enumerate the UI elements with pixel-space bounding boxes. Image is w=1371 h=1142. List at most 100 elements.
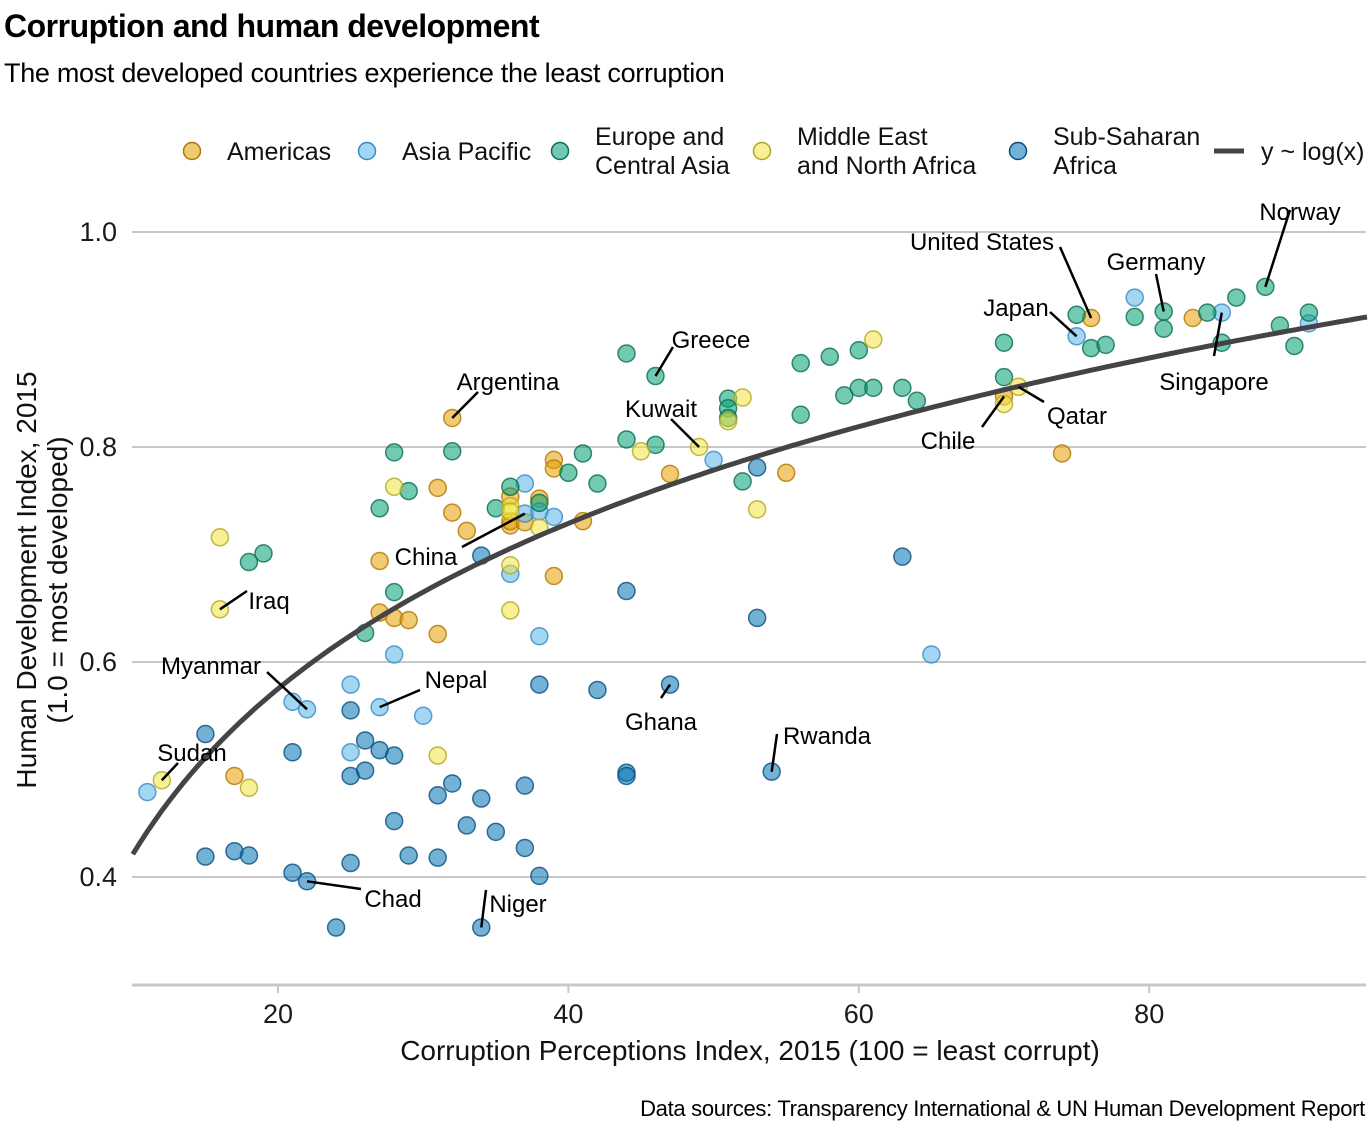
x-tick-label: 40 bbox=[553, 999, 583, 1029]
x-tick-label: 60 bbox=[844, 999, 874, 1029]
x-tick-label: 20 bbox=[263, 999, 293, 1029]
data-point-europe bbox=[1125, 307, 1144, 327]
annotation-label: Germany bbox=[1107, 249, 1206, 276]
data-point-europe bbox=[573, 444, 593, 463]
data-point-americas bbox=[225, 766, 244, 786]
y-axis-title-line: (1.0 = most developed) bbox=[42, 436, 73, 723]
data-point-europe bbox=[442, 442, 462, 461]
data-point-africa bbox=[747, 608, 767, 628]
data-point-africa bbox=[442, 774, 462, 793]
data-point-mena bbox=[733, 388, 752, 407]
data-point-europe bbox=[835, 386, 854, 405]
annotation-leader bbox=[306, 880, 362, 891]
data-point-europe bbox=[791, 353, 810, 373]
y-axis-title: Human Development Index, 2015(1.0 = most… bbox=[11, 371, 73, 788]
data-point-africa bbox=[617, 581, 636, 601]
annotation-leader bbox=[1212, 312, 1224, 357]
data-point-europe bbox=[1198, 303, 1217, 322]
data-point-africa bbox=[341, 853, 360, 873]
data-source-note: Data sources: Transparency International… bbox=[640, 1096, 1365, 1121]
data-point-africa bbox=[239, 846, 259, 865]
annotation-label: Chile bbox=[921, 428, 976, 455]
data-point-africa bbox=[283, 863, 302, 882]
annotation-label: Ghana bbox=[625, 709, 698, 736]
data-point-americas bbox=[428, 478, 447, 498]
data-point-africa bbox=[355, 731, 375, 750]
y-tick-label: 0.6 bbox=[79, 647, 117, 677]
data-point-americas bbox=[370, 551, 389, 571]
data-point-europe bbox=[994, 367, 1014, 387]
annotation-label: Nepal bbox=[425, 667, 488, 694]
legend-label-line: and North Africa bbox=[797, 152, 976, 180]
data-point-asia bbox=[283, 692, 302, 712]
legend-label-africa: Sub-Saharan Africa bbox=[1053, 123, 1200, 180]
data-point-europe bbox=[1299, 303, 1319, 322]
data-point-asia bbox=[413, 706, 433, 725]
data-point-africa bbox=[486, 822, 506, 842]
legend: Americas Asia Pacific Europe and Central As… bbox=[182, 123, 1365, 180]
data-point-asia bbox=[384, 645, 404, 664]
data-point-americas bbox=[1052, 444, 1072, 463]
data-point-europe bbox=[370, 499, 389, 518]
annotation-leader bbox=[266, 671, 308, 711]
fit-curve-group bbox=[130, 314, 1368, 856]
data-point-americas bbox=[399, 610, 418, 630]
annotation-leader bbox=[980, 395, 1006, 428]
data-point-africa bbox=[384, 746, 404, 765]
annotation-leader bbox=[659, 683, 672, 699]
annotation-label: Myanmar bbox=[161, 653, 261, 680]
annotation-label: Singapore bbox=[1159, 369, 1268, 396]
data-point-americas bbox=[442, 503, 462, 522]
data-point-europe bbox=[384, 582, 404, 602]
legend-key-europe bbox=[550, 141, 570, 161]
data-point-africa bbox=[428, 848, 447, 867]
data-point-mena bbox=[239, 778, 259, 798]
data-points bbox=[138, 277, 1319, 937]
annotation-leader bbox=[451, 391, 479, 419]
data-point-mena bbox=[501, 601, 520, 620]
data-point-africa bbox=[515, 838, 535, 858]
data-point-europe bbox=[384, 443, 404, 462]
legend-label-asia: Asia Pacific bbox=[402, 138, 531, 166]
legend-label-line: Sub-Saharan bbox=[1053, 123, 1200, 151]
data-point-europe bbox=[239, 552, 259, 572]
data-point-africa bbox=[747, 458, 767, 477]
data-point-africa bbox=[515, 776, 535, 795]
annotation-label: United States bbox=[910, 229, 1054, 256]
data-point-africa bbox=[341, 701, 360, 720]
data-point-europe bbox=[820, 347, 840, 366]
data-point-europe bbox=[907, 391, 927, 411]
data-point-americas bbox=[457, 521, 477, 541]
annotation-label: China bbox=[395, 544, 458, 571]
annotation-leader bbox=[770, 733, 779, 772]
y-tick-label: 0.4 bbox=[79, 862, 117, 892]
legend-label-europe: Europe and Central Asia bbox=[595, 123, 730, 180]
annotation-label: Kuwait bbox=[625, 396, 697, 423]
annotation-leader bbox=[480, 889, 488, 928]
data-point-europe bbox=[617, 344, 636, 363]
legend-label-line: Americas bbox=[227, 138, 331, 166]
data-point-mena bbox=[994, 394, 1014, 414]
data-point-mena bbox=[747, 500, 767, 519]
annotation-leader bbox=[1017, 385, 1045, 404]
data-point-americas bbox=[660, 464, 680, 484]
legend-key-africa bbox=[1008, 141, 1028, 161]
data-point-europe bbox=[893, 378, 912, 398]
y-axis-title-line: Human Development Index, 2015 bbox=[11, 371, 42, 788]
data-point-asia bbox=[341, 675, 360, 694]
legend-label-line: y ~ log(x) bbox=[1261, 138, 1365, 166]
data-point-europe bbox=[1227, 288, 1246, 307]
data-point-europe bbox=[994, 333, 1014, 352]
data-point-africa bbox=[384, 811, 404, 831]
legend-label-line: Central Asia bbox=[595, 152, 730, 180]
data-point-mena bbox=[384, 477, 404, 497]
data-point-asia bbox=[1125, 288, 1144, 307]
annotation-leader bbox=[379, 688, 421, 709]
annotation-leader bbox=[1264, 209, 1292, 288]
data-point-mena bbox=[718, 411, 738, 431]
annotation-label: Norway bbox=[1259, 199, 1340, 226]
legend-label-americas: Americas bbox=[227, 138, 331, 166]
annotation-leader bbox=[461, 512, 526, 549]
annotation-label: Greece bbox=[672, 327, 751, 354]
